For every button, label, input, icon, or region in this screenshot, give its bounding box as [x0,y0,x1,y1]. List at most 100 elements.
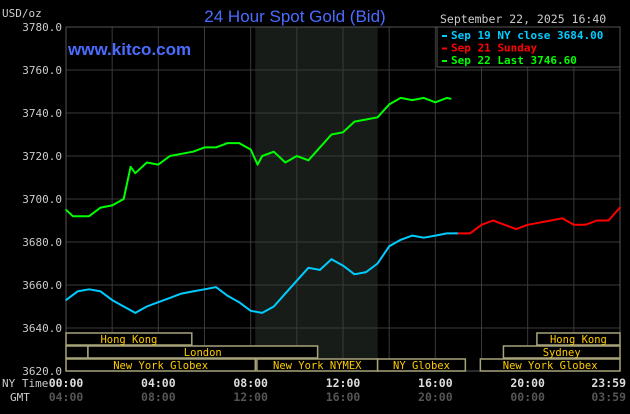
data-point [561,217,564,220]
data-point [215,286,217,288]
data-point [180,292,183,295]
gmt-tick: 12:00 [233,390,268,404]
data-point [203,146,206,149]
data-point [99,290,102,293]
ny-time-tick: 04:00 [141,376,176,390]
data-point [296,155,298,157]
legend-entry: Sep 21 Sunday [451,42,537,55]
data-point [549,219,552,222]
data-point [399,239,402,241]
gmt-tick: 00:00 [510,390,545,404]
data-point [226,142,229,144]
legend-swatch [442,47,447,50]
session-label: New York Globex [113,360,208,372]
data-point [261,312,264,314]
session-label: Hong Kong [100,334,157,346]
y-tick-label: 3640.0 [22,322,62,335]
gmt-tick: 08:00 [141,390,176,404]
ny-time-tick: 00:00 [49,376,84,390]
data-point [99,206,102,209]
session-label: New York Globex [503,360,598,372]
data-point [446,97,448,99]
session-box [502,345,621,359]
session-label: Sydney [543,347,581,359]
y-tick-label: 3660.0 [22,279,62,292]
data-point [272,305,275,308]
data-point [307,159,310,162]
session-box [479,358,621,372]
data-point [169,155,171,157]
datetime-label: September 22, 2025 16:40 [440,12,606,26]
data-point [526,224,529,226]
data-point [411,234,414,237]
data-point [365,271,367,273]
data-point [111,204,113,207]
data-point [65,299,67,301]
data-point [145,161,148,164]
gmt-tick: 04:00 [49,390,84,404]
ny-time-label: NY Time [2,377,48,390]
data-point [134,312,137,314]
data-point [388,245,390,248]
y-tick-label: 3620.0 [22,365,62,378]
gmt-tick: 16:00 [326,390,361,404]
data-point [296,279,298,282]
data-point [226,294,229,297]
data-point [192,290,194,293]
session-label: Hong Kong [550,334,607,346]
data-point [169,297,171,299]
session-box [65,332,193,346]
data-point [411,99,414,101]
data-point [596,219,598,222]
legend-entry: Sep 22 Last 3746.60 [451,54,577,67]
data-point [88,288,90,291]
session-box [65,358,257,372]
gmt-label: GMT [10,391,30,404]
data-point [319,146,321,149]
y-tick-label: 3760.0 [22,64,62,77]
data-point [261,155,264,157]
data-point [284,292,287,295]
data-point [376,262,379,265]
data-point [515,228,517,230]
data-point [111,299,113,301]
ny-time-tick: 12:00 [326,376,361,390]
session-box [536,332,621,346]
data-point [238,142,240,144]
legend-swatch [442,35,447,37]
gmt-tick: 20:00 [418,390,453,404]
session-box [376,358,467,372]
data-point [342,131,344,134]
legend-entry: Sep 19 NY close 3684.00 [451,29,603,42]
data-point [353,120,356,123]
data-point [434,101,437,104]
data-point [399,97,402,99]
data-point [492,219,494,222]
session-box [65,345,89,359]
data-point [284,161,287,164]
data-point [129,165,132,168]
data-point [330,258,333,261]
y-tick-label: 3700.0 [22,193,62,206]
data-point [249,148,252,151]
data-point [342,264,344,267]
data-point [157,301,160,304]
data-point [353,273,356,276]
kitco-watermark: www.kitco.com [67,40,191,59]
data-point [388,103,390,106]
y-tick-label: 3780.0 [22,21,62,34]
data-point [446,232,448,235]
data-point [365,118,367,121]
session-label: London [184,347,222,359]
ny-time-tick: 23:59 [591,376,626,390]
session-box [87,345,319,359]
data-point [619,206,621,209]
data-point [72,215,74,217]
data-point [434,234,437,237]
data-point [503,224,506,226]
data-point [319,269,321,271]
data-point [376,116,379,119]
ny-time-tick: 16:00 [418,376,453,390]
